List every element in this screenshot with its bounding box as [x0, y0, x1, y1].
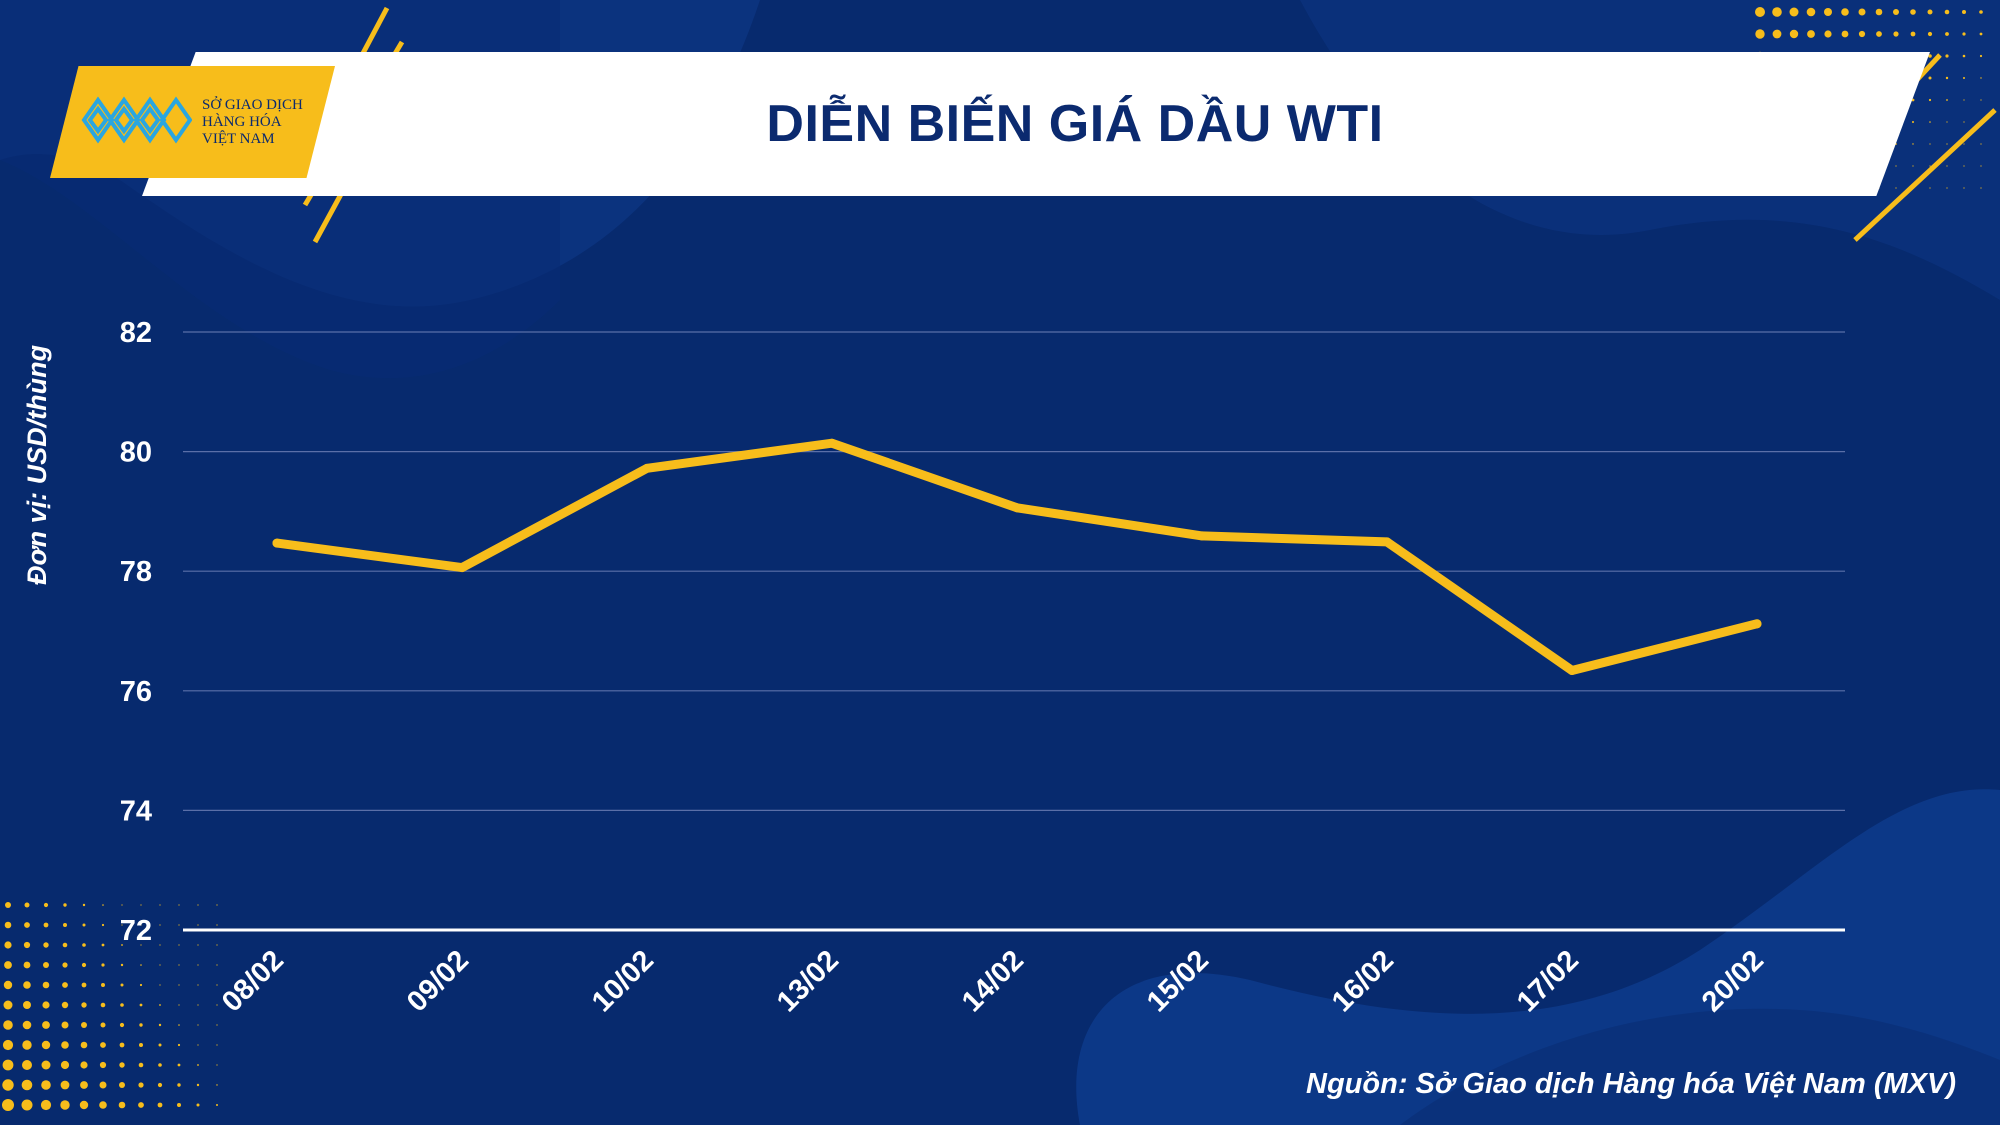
logo-box [50, 66, 335, 178]
grid-lines [183, 331, 1845, 932]
y-tick-label: 82 [120, 317, 152, 349]
data-point [827, 438, 837, 448]
logo-text: SỞ GIAO DỊCH HÀNG HÓA VIỆT NAM [202, 97, 322, 148]
y-tick-labels: 72 74 76 78 80 82 [120, 317, 152, 947]
y-tick-label: 78 [120, 556, 152, 588]
y-axis-label: Đơn vị: USD/thùng [22, 344, 52, 585]
data-point [1197, 531, 1207, 541]
logo-line-1: SỞ GIAO DỊCH [202, 97, 303, 113]
x-tick-label: 09/02 [401, 944, 475, 1018]
header-band [142, 52, 1930, 196]
x-tick-label: 13/02 [771, 944, 845, 1018]
series-line [272, 438, 1762, 675]
series-layer [272, 438, 1762, 675]
x-tick-label: 20/02 [1696, 944, 1770, 1018]
data-point [272, 538, 282, 548]
data-point [1012, 503, 1022, 513]
source-note: Nguồn: Sở Giao dịch Hàng hóa Việt Nam (M… [1306, 1068, 1956, 1100]
x-tick-label: 17/02 [1511, 944, 1585, 1018]
x-tick-label: 14/02 [956, 944, 1030, 1018]
data-point [1752, 619, 1762, 629]
x-tick-label: 08/02 [216, 944, 290, 1018]
y-tick-label: 80 [120, 437, 152, 469]
x-tick-labels: 08/02 09/02 10/02 13/02 14/02 15/02 16/02 17/02… [216, 944, 1770, 1018]
y-tick-label: 74 [120, 795, 152, 827]
logo-line-2: HÀNG HÓA [202, 114, 282, 130]
page-title: DIỄN BIẾN GIÁ DẦU WTI [766, 95, 1384, 153]
y-tick-label: 72 [120, 915, 152, 947]
logo-line-3: VIỆT NAM [202, 131, 275, 147]
data-point [1382, 537, 1392, 547]
data-point [1567, 665, 1577, 675]
logo-mark [81, 96, 192, 144]
x-tick-label: 10/02 [586, 944, 660, 1018]
data-point [457, 563, 467, 573]
data-point [642, 463, 652, 473]
y-tick-label: 76 [120, 676, 152, 708]
x-tick-label: 16/02 [1326, 944, 1400, 1018]
x-tick-label: 15/02 [1141, 944, 1215, 1018]
